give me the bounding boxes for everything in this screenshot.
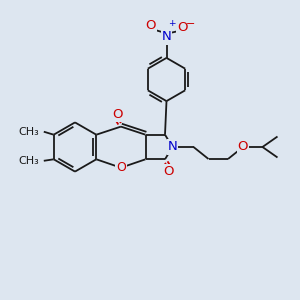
Text: O: O [238,140,248,154]
Text: O: O [116,161,126,174]
Text: N: N [168,140,177,154]
Text: N: N [162,30,171,43]
Text: CH₃: CH₃ [18,156,39,166]
Text: CH₃: CH₃ [18,127,39,137]
Text: O: O [163,165,173,178]
Text: O: O [146,19,156,32]
Text: O: O [177,21,188,34]
Text: +: + [168,19,176,28]
Text: O: O [113,107,123,121]
Text: −: − [186,19,195,29]
